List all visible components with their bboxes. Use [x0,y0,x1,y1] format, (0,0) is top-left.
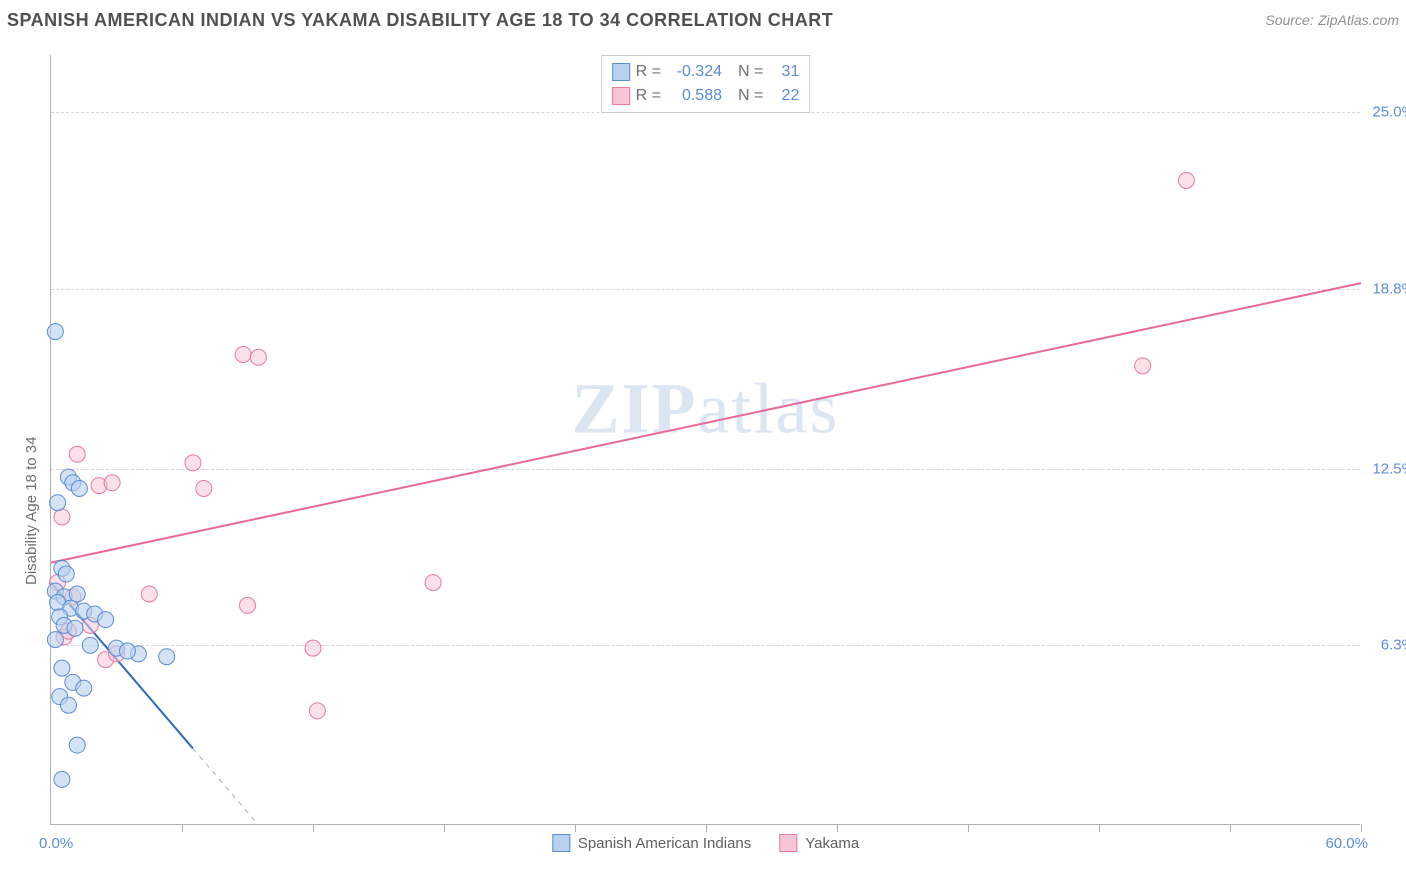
scatter-point [69,446,85,462]
x-tick [837,824,838,832]
y-axis-label: Disability Age 18 to 34 [23,437,40,585]
y-tick-label: 6.3% [1381,637,1406,654]
scatter-point [60,697,76,713]
legend-label-1: Spanish American Indians [578,835,751,852]
scatter-point [104,475,120,491]
legend-item-1: Spanish American Indians [552,834,751,852]
scatter-point [250,349,266,365]
scatter-point [67,620,83,636]
scatter-point [58,566,74,582]
x-tick [706,824,707,832]
scatter-point [54,771,70,787]
chart-title: SPANISH AMERICAN INDIAN VS YAKAMA DISABI… [7,10,833,31]
scatter-point [1135,358,1151,374]
source-label: Source: [1265,12,1313,28]
x-tick [575,824,576,832]
scatter-point [71,480,87,496]
scatter-point [159,649,175,665]
x-tick [444,824,445,832]
legend-swatch-blue [552,834,570,852]
scatter-point [69,586,85,602]
scatter-point [76,680,92,696]
scatter-point [69,737,85,753]
x-tick [1361,824,1362,832]
legend-label-2: Yakama [805,835,859,852]
scatter-point [235,346,251,362]
scatter-point [50,495,66,511]
trend-line [51,283,1361,562]
x-tick [1230,824,1231,832]
x-axis-origin-label: 0.0% [39,835,73,852]
x-axis-max-label: 60.0% [1325,835,1368,852]
scatter-point [141,586,157,602]
chart-plot-area: ZIPatlas 6.3%12.5%18.8%25.0% Disability … [50,55,1360,825]
scatter-point [425,575,441,591]
legend-swatch-pink [779,834,797,852]
x-tick [968,824,969,832]
scatter-svg [51,55,1360,824]
source-attribution: Source: ZipAtlas.com [1265,12,1399,30]
scatter-point [98,612,114,628]
y-tick-label: 12.5% [1372,460,1406,477]
trend-line [193,748,259,825]
series-legend: Spanish American Indians Yakama [552,834,859,852]
y-tick-label: 18.8% [1372,280,1406,297]
scatter-point [196,480,212,496]
scatter-point [305,640,321,656]
scatter-point [47,632,63,648]
scatter-point [185,455,201,471]
scatter-point [1178,172,1194,188]
source-value: ZipAtlas.com [1318,12,1399,28]
x-tick [182,824,183,832]
x-tick [313,824,314,832]
scatter-point [54,660,70,676]
scatter-point [240,597,256,613]
scatter-point [119,643,135,659]
scatter-point [82,637,98,653]
x-tick [1099,824,1100,832]
scatter-point [54,509,70,525]
scatter-point [47,324,63,340]
y-tick-label: 25.0% [1372,104,1406,121]
scatter-point [309,703,325,719]
legend-item-2: Yakama [779,834,859,852]
